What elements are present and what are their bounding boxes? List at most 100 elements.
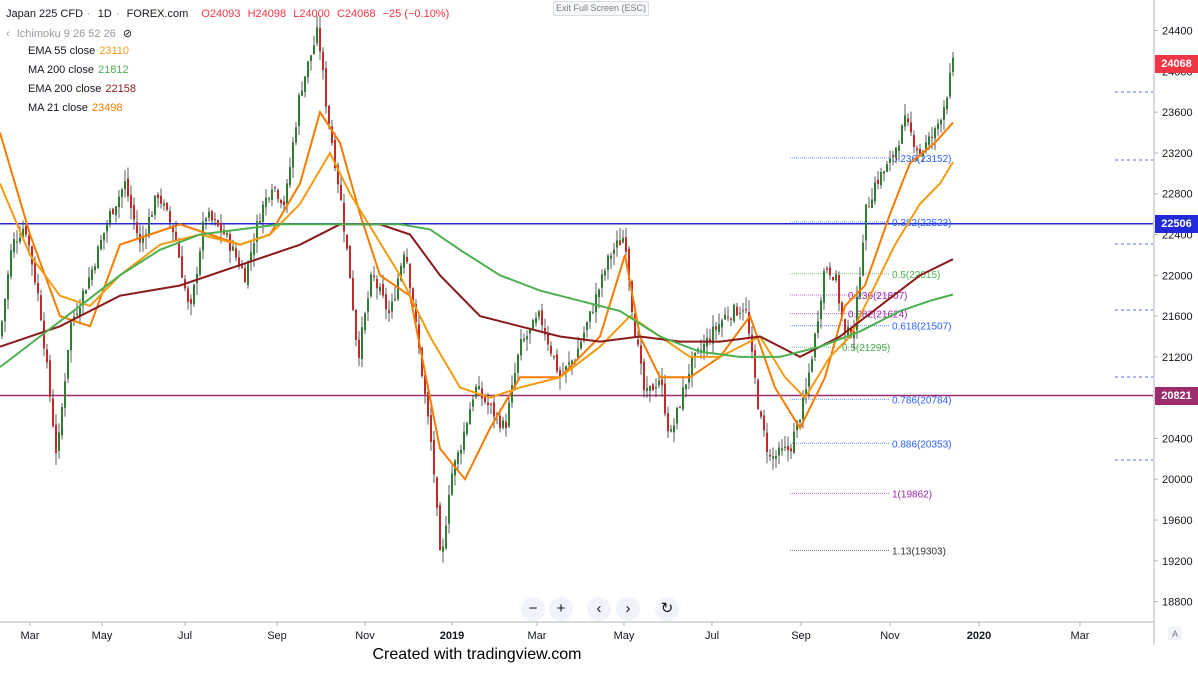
indicator-legend-row[interactable]: EMA 55 close 23110 [28,45,133,57]
auto-scale-icon[interactable]: A [1172,629,1178,639]
fib-level-label: 0.618(21507) [892,322,952,333]
candle-body [622,237,624,243]
candle-body [577,348,579,359]
candle-body [715,326,717,330]
candle-body [484,395,486,403]
candle-body [940,120,942,125]
candle-body [328,105,330,124]
candle-body [319,28,321,52]
candle-body [841,302,843,317]
candle-body [472,399,474,407]
candle-body [595,294,597,313]
candle-body [418,324,420,348]
candle-body [868,206,870,208]
candle-body [592,312,594,314]
time-tick-label: Mar [21,630,40,642]
candle-body [325,68,327,107]
candle-body [37,283,39,294]
candle-body [100,239,102,250]
scroll-right-button[interactable]: › [616,597,640,621]
candle-body [25,225,27,235]
indicator-legend-row[interactable]: EMA 200 close 22158 [28,83,140,95]
candle-body [934,128,936,139]
candle-body [643,361,645,391]
candle-body [382,284,384,296]
candle-body [634,313,636,337]
candle-body [763,415,765,431]
price-tick-label: 19200 [1162,556,1193,568]
zoom-in-button[interactable]: + [549,597,573,621]
candle-body [661,379,663,386]
candle-body [283,201,285,206]
candle-body [769,454,771,457]
candle-body [316,27,318,44]
candle-body [514,372,516,388]
candle-body [55,424,57,454]
candle-body [913,135,915,147]
eye-hidden-icon[interactable]: ⊘ [122,28,133,40]
candle-body [205,218,207,222]
candle-body [262,204,264,222]
exit-fullscreen-button[interactable]: Exit Full Screen (ESC) [553,1,649,16]
candle-body [118,196,120,208]
auto-scale-button[interactable] [1168,626,1182,640]
candle-body [586,322,588,331]
indicator-value: 23498 [91,102,123,114]
indicator-legend-row[interactable]: MA 21 close 23498 [28,102,127,114]
candle-body [892,155,894,157]
candle-body [112,208,114,215]
candle-body [259,220,261,223]
candle-body [742,310,744,312]
candle-body [280,199,282,204]
ichimoku-legend[interactable]: ‹ Ichimoku 9 26 52 26 ⊘ [6,27,136,40]
candle-body [754,350,756,378]
candle-body [541,310,543,326]
candle-body [220,223,222,233]
time-tick-label: May [614,630,635,642]
candle-body [523,338,525,341]
candle-body [874,182,876,202]
candle-body [373,275,375,278]
candle-body [538,311,540,317]
candle-body [295,127,297,143]
fib-level-label: 0.886(20353) [892,439,952,450]
candle-body [175,231,177,241]
candle-body [907,118,909,123]
candle-body [691,357,693,377]
candle-body [58,432,60,451]
candle-body [82,290,84,306]
indicator-legend-row[interactable]: MA 200 close 21812 [28,64,133,76]
candle-body [664,383,666,414]
candle-body [34,262,36,283]
time-axis[interactable]: Mar May Jul Sep Nov 2019 Mar May Jul Sep Nov 2020 Ma… [0,621,1182,642]
candle-body [352,277,354,310]
candle-body [919,148,921,155]
candle-body [487,402,489,406]
candle-body [943,107,945,120]
candle-body [49,360,51,397]
symbol-interval: 1D [97,8,112,20]
candle-body [655,387,657,389]
reset-button[interactable]: ↻ [655,597,679,621]
candle-body [232,246,234,251]
candle-body [277,190,279,199]
candle-body [676,407,678,424]
candle-body [13,239,15,253]
candle-body [952,57,954,72]
candle-body [832,277,834,281]
candle-body [442,546,444,552]
chevron-icon[interactable]: ‹ [6,28,10,40]
candle-body [391,301,393,312]
candle-body [28,235,30,246]
zoom-out-button[interactable]: − [521,597,545,621]
horizontal-levels [0,222,1153,397]
candle-body [811,359,813,372]
candle-body [787,446,789,451]
candle-body [334,140,336,169]
scroll-left-button[interactable]: ‹ [587,597,611,621]
price-tag: 20821 [1155,386,1198,405]
candle-body [301,90,303,96]
candle-body [409,264,411,289]
candle-body [406,256,408,262]
